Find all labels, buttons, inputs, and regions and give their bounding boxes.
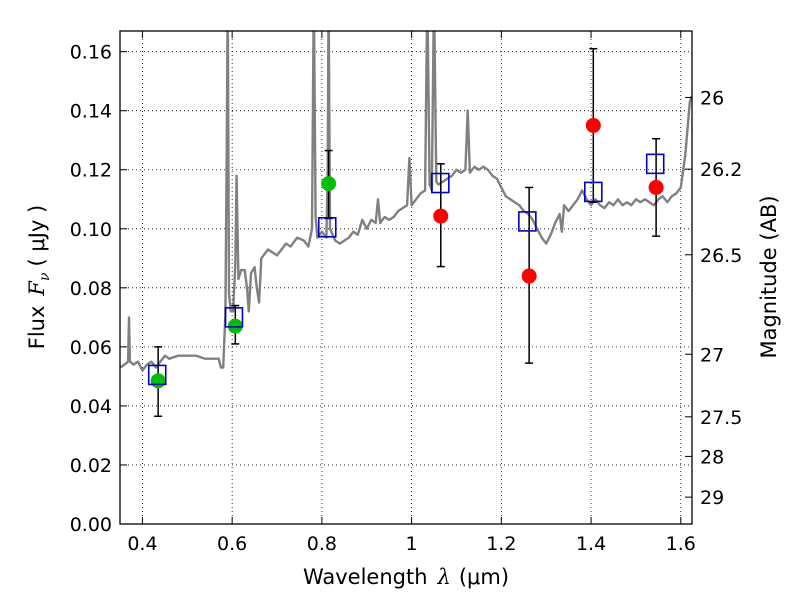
plot-frame — [119, 30, 693, 525]
model-point — [645, 153, 665, 175]
y-tick-label: 0.06 — [70, 337, 112, 359]
data-point — [648, 179, 664, 195]
y2-tick-label: 27 — [700, 344, 724, 366]
y-tick-label: 0.12 — [70, 160, 112, 182]
x-tick-label: 1.2 — [486, 533, 516, 555]
x-axis-label: Wavelength λ (μm) — [303, 565, 509, 589]
data-point — [521, 268, 537, 284]
plot-area — [120, 31, 692, 417]
y-axis-label: FluxFν( μJy ) — [25, 205, 53, 349]
x-tick-label: 0.8 — [307, 533, 337, 555]
y-tick-label: 0.04 — [70, 396, 112, 418]
model-point — [518, 211, 537, 232]
y2-tick-label: 28 — [700, 446, 724, 468]
model-point — [224, 307, 244, 328]
y2-tick-label: 26 — [700, 87, 724, 109]
axis-ticks: 0.4 0.6 0.8 1 1.2 1.4 1.6 0.00 0.02 0.04 0.06 0.08 0… — [70, 31, 742, 555]
data-point — [150, 373, 166, 389]
model-point — [147, 364, 167, 386]
data-point — [585, 117, 601, 133]
x-tick-label: 1.4 — [576, 533, 606, 555]
model-point — [584, 181, 603, 203]
y-tick-label: 0.02 — [70, 455, 112, 477]
y2-tick-label: 27.5 — [700, 407, 742, 429]
model-spectrum-line — [120, 31, 692, 372]
y2-tick-label: 29 — [700, 487, 724, 509]
y-tick-label: 0.10 — [70, 219, 112, 241]
model-point — [431, 172, 450, 194]
x-tick-label: 1.6 — [666, 533, 696, 555]
data-point — [321, 176, 337, 192]
x-tick-label: 0.4 — [127, 533, 157, 555]
y2-tick-label: 26.5 — [700, 245, 742, 267]
data-point — [433, 208, 449, 224]
y2-axis-label: Magnitude (AB) — [757, 195, 781, 358]
x-tick-label: 0.6 — [217, 533, 247, 555]
grid-lines — [120, 31, 692, 525]
y2-tick-label: 26.2 — [700, 159, 742, 181]
x-tick-label: 1 — [406, 533, 418, 555]
model-point — [317, 217, 337, 238]
y-tick-label: 0.14 — [70, 101, 112, 123]
y-tick-label: 0.08 — [70, 278, 112, 300]
y-tick-label: 0.00 — [70, 514, 112, 536]
y-tick-label: 0.16 — [70, 42, 112, 64]
